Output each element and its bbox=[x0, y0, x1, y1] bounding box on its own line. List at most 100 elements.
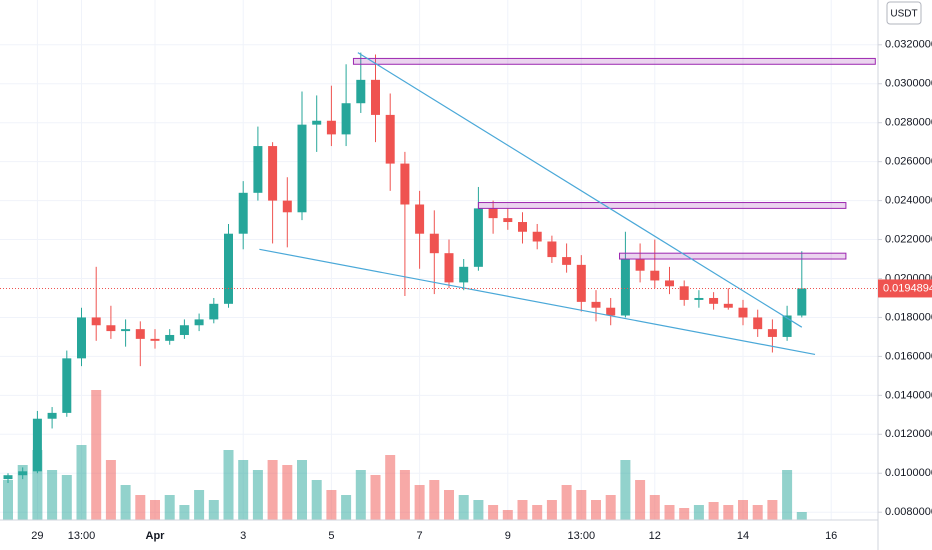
volume-bar bbox=[120, 485, 131, 520]
volume-bar bbox=[502, 510, 513, 520]
volume-bar bbox=[723, 505, 734, 520]
candle-body bbox=[194, 319, 204, 326]
volume-bar bbox=[179, 505, 190, 520]
price-label: 0.0194894 bbox=[883, 282, 932, 294]
candle-body bbox=[562, 257, 572, 265]
y-tick-label: 0.0320000 bbox=[885, 39, 932, 51]
volume-bar bbox=[414, 485, 425, 520]
volume-bar bbox=[282, 465, 293, 520]
candle-body bbox=[650, 270, 660, 281]
candle-body bbox=[591, 301, 601, 308]
y-tick-label: 0.0160000 bbox=[885, 350, 932, 362]
volume-bar bbox=[17, 465, 28, 520]
volume-bar bbox=[458, 495, 469, 520]
x-tick-label: 9 bbox=[505, 530, 511, 542]
candle-body bbox=[606, 307, 616, 316]
candle-body bbox=[3, 475, 13, 480]
y-tick-label: 0.0180000 bbox=[885, 311, 932, 323]
candle-body bbox=[341, 103, 351, 135]
candle-body bbox=[694, 297, 704, 300]
candle-body bbox=[297, 124, 307, 213]
x-tick-label: 29 bbox=[31, 530, 43, 542]
candle-body bbox=[91, 317, 101, 326]
volume-pane bbox=[3, 390, 807, 520]
y-tick-label: 0.0120000 bbox=[885, 428, 932, 440]
volume-bar bbox=[76, 445, 87, 520]
price-label-box bbox=[878, 279, 932, 298]
candle-body bbox=[77, 317, 86, 359]
candle-body bbox=[268, 146, 278, 201]
candle-body bbox=[18, 471, 28, 476]
candle-body bbox=[165, 334, 175, 341]
candle-body bbox=[282, 200, 292, 213]
candle-body bbox=[620, 259, 630, 316]
candle-body bbox=[47, 412, 57, 419]
volume-bar bbox=[385, 455, 396, 520]
candle-body bbox=[253, 146, 263, 193]
volume-bar bbox=[135, 495, 146, 520]
volume-bar bbox=[355, 470, 366, 520]
y-tick-label: 0.0220000 bbox=[885, 233, 932, 245]
y-tick-label: 0.0300000 bbox=[885, 78, 932, 90]
candle-body bbox=[135, 329, 145, 339]
y-tick-label: 0.0080000 bbox=[885, 506, 932, 518]
unit-label: USDT bbox=[890, 9, 917, 20]
candle-body bbox=[385, 114, 395, 164]
candle-body bbox=[738, 307, 748, 318]
volume-bar bbox=[429, 480, 440, 520]
volume-bar bbox=[326, 490, 337, 520]
candle-body bbox=[532, 231, 542, 242]
x-tick-label: 3 bbox=[240, 530, 246, 542]
volume-bar bbox=[297, 460, 307, 520]
unit-box[interactable] bbox=[886, 1, 922, 25]
candle-body bbox=[635, 259, 645, 271]
volume-bar bbox=[164, 495, 175, 520]
volume-bar bbox=[488, 505, 499, 520]
candle-body bbox=[782, 315, 792, 337]
price-pane bbox=[0, 52, 878, 483]
x-tick-label: 13:00 bbox=[68, 530, 96, 542]
volume-bar bbox=[91, 390, 102, 520]
candle-body bbox=[444, 253, 454, 283]
candle-body bbox=[709, 297, 719, 304]
candle-body bbox=[473, 208, 483, 267]
volume-bar bbox=[576, 490, 587, 520]
volume-bar bbox=[635, 480, 646, 520]
candle-body bbox=[121, 329, 131, 332]
candle-body bbox=[459, 266, 469, 283]
volume-bar bbox=[693, 505, 704, 520]
y-tick-label: 0.0260000 bbox=[885, 156, 932, 168]
candle-body bbox=[723, 303, 733, 308]
volume-bar bbox=[752, 505, 763, 520]
y-tick-label: 0.0140000 bbox=[885, 389, 932, 401]
volume-bar bbox=[708, 502, 719, 520]
y-tick-label: 0.0100000 bbox=[885, 467, 932, 479]
candle-body bbox=[665, 280, 674, 287]
trendline bbox=[259, 248, 816, 356]
candle-body bbox=[415, 204, 425, 234]
volume-bar bbox=[311, 480, 322, 520]
volume-bar bbox=[399, 470, 410, 520]
volume-bar bbox=[517, 500, 528, 520]
volume-bar bbox=[267, 460, 278, 520]
candle-body bbox=[797, 288, 807, 316]
candle-body bbox=[753, 317, 763, 330]
volume-bar bbox=[208, 500, 219, 520]
volume-bar bbox=[561, 485, 572, 520]
candle-body bbox=[503, 218, 513, 223]
candle-body bbox=[356, 79, 366, 104]
volume-bar bbox=[796, 512, 807, 520]
zone bbox=[352, 57, 876, 65]
volume-bar bbox=[370, 475, 381, 520]
candle-body bbox=[238, 192, 248, 234]
candle-body bbox=[312, 120, 322, 125]
volume-bar bbox=[782, 470, 793, 520]
x-tick-label: 13:00 bbox=[568, 530, 596, 542]
x-tick-label: Apr bbox=[146, 530, 166, 542]
volume-bar bbox=[767, 500, 778, 520]
candle-body bbox=[767, 329, 777, 337]
volume-bar bbox=[444, 490, 454, 520]
y-tick-label: 0.0280000 bbox=[885, 117, 932, 129]
